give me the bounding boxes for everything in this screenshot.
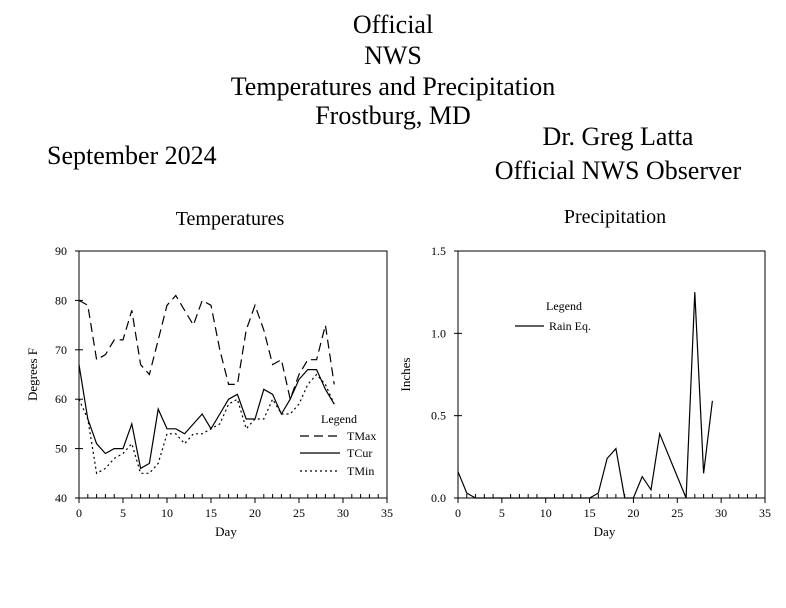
- x-tick-label: 35: [759, 506, 771, 520]
- y-tick-label: 40: [55, 491, 67, 505]
- y-tick-label: 0.5: [431, 409, 446, 423]
- plot-frame: [457, 250, 766, 499]
- legend-label: Rain Eq.: [549, 319, 591, 333]
- observer-title: Official NWS Observer: [494, 156, 742, 185]
- y-axis-label: Degrees F: [25, 348, 40, 401]
- x-axis-label: Day: [215, 524, 237, 539]
- y-tick-label: 80: [55, 293, 67, 307]
- x-tick-label: 20: [249, 506, 261, 520]
- title-line-2: NWS: [364, 41, 422, 70]
- y-tick-label: 70: [55, 343, 67, 357]
- y-tick-label: 50: [55, 442, 67, 456]
- series-line-tmax: [78, 294, 335, 402]
- x-tick-label: 10: [161, 506, 173, 520]
- x-tick-label: 15: [584, 506, 596, 520]
- chart-title: Temperatures: [176, 208, 285, 230]
- series-line-tcur: [78, 364, 335, 470]
- legend-title: Legend: [546, 299, 582, 313]
- x-tick-label: 25: [671, 506, 683, 520]
- report-month: September 2024: [47, 141, 217, 170]
- x-tick-label: 0: [455, 506, 461, 520]
- legend: Legend Rain Eq.: [515, 299, 591, 333]
- chart-title: Precipitation: [564, 206, 666, 228]
- x-tick-label: 20: [627, 506, 639, 520]
- x-tick-label: 5: [499, 506, 505, 520]
- title-line-4: Frostburg, MD: [315, 101, 471, 130]
- y-tick-label: 1.0: [431, 326, 446, 340]
- y-tick-label: 0.0: [431, 491, 446, 505]
- x-tick-label: 5: [120, 506, 126, 520]
- chart-1: Precipitation 0 5 10 15 20 25 30 35 0.0 0.5 1.0 1.5 D…: [398, 206, 771, 539]
- y-tick-label: 90: [55, 244, 67, 258]
- observer-name: Dr. Greg Latta: [542, 122, 694, 151]
- x-tick-label: 0: [76, 506, 82, 520]
- x-tick-label: 30: [337, 506, 349, 520]
- series-line-rain-eq-: [457, 292, 713, 499]
- legend: Legend TMax TCur TMin: [300, 412, 376, 478]
- series-line-tmin: [78, 373, 335, 475]
- legend-title: Legend: [321, 412, 357, 426]
- title-line-1: Official: [352, 10, 434, 39]
- legend-label: TCur: [347, 446, 372, 460]
- title-line-3: Temperatures and Precipitation: [230, 72, 556, 101]
- x-tick-label: 25: [293, 506, 305, 520]
- x-tick-label: 15: [205, 506, 217, 520]
- y-tick-label: 1.5: [431, 244, 446, 258]
- y-axis-label: Inches: [398, 358, 413, 392]
- plot-frame: [78, 250, 388, 499]
- y-tick-label: 60: [55, 392, 67, 406]
- legend-label: TMax: [347, 429, 376, 443]
- chart-0: Temperatures 0 5 10 15 20 25 30 35 40 50 60 70 80 90 Da…: [25, 208, 393, 539]
- x-tick-label: 30: [715, 506, 727, 520]
- x-axis-label: Day: [594, 524, 616, 539]
- x-tick-label: 35: [381, 506, 393, 520]
- x-tick-label: 10: [540, 506, 552, 520]
- legend-label: TMin: [347, 464, 374, 478]
